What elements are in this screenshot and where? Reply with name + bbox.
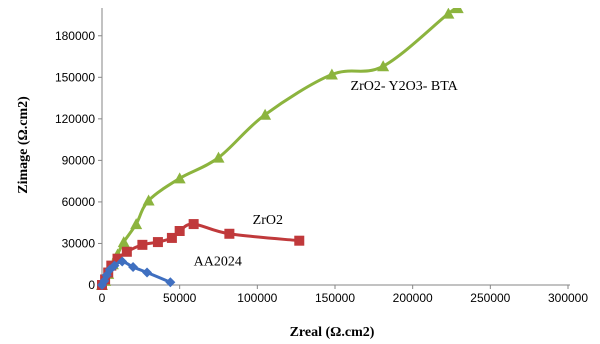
y-axis-title: Zimage (Ω.cm2) [16,96,31,194]
data-point [137,239,148,250]
x-tick-label: 300000 [548,291,588,305]
y-tick-label: 30000 [62,236,96,250]
y-tick-label: 150000 [55,70,95,84]
data-point [294,235,305,246]
x-tick-label: 200000 [393,291,433,305]
data-point [121,246,132,257]
series-label: ZrO2- Y2O3- BTA [351,79,459,94]
data-point [130,218,143,230]
data-point [142,194,155,206]
series-labels: ZrO2- Y2O3- BTA ZrO2 AA2024 [194,79,459,270]
series-label: ZrO2 [253,213,283,228]
x-tick-label: 0 [99,291,106,305]
data-point [166,232,177,243]
data-point [117,236,130,248]
y-tick-label: 90000 [62,153,96,167]
data-point [188,219,199,230]
data-point [165,277,176,288]
data-point [212,151,225,163]
data-point [377,60,390,72]
data-point [128,262,139,272]
x-tick-label: 250000 [470,291,510,305]
data-point [442,8,455,19]
data-point [109,260,120,271]
data-point [451,8,464,14]
x-tick-label: 100000 [237,291,277,305]
y-tick-label: 60000 [62,195,96,209]
x-tick-label: 150000 [315,291,355,305]
data-point [224,228,235,239]
data-point [173,172,186,184]
x-tick-labels: 0 50000 100000 150000 200000 250000 300000 [99,285,588,305]
y-tick-label: 0 [88,278,95,292]
series-zro2-y2o3-bta [96,8,464,290]
data-point [325,68,338,80]
y-tick-labels: 0 30000 60000 90000 120000 150000 180000 [55,29,102,292]
data-point [152,237,163,248]
y-tick-label: 120000 [55,112,95,126]
x-axis-title: Zreal (Ω.cm2) [290,325,375,340]
x-tick-label: 50000 [163,291,197,305]
y-tick-label: 180000 [55,29,95,43]
data-point [112,253,123,264]
data-point [117,256,128,267]
series-aa2024 [97,256,176,290]
data-point [259,108,272,120]
series-label: AA2024 [194,255,242,270]
series-layer [96,8,464,290]
data-point [142,267,153,278]
axes [101,8,570,286]
data-point [174,226,185,236]
